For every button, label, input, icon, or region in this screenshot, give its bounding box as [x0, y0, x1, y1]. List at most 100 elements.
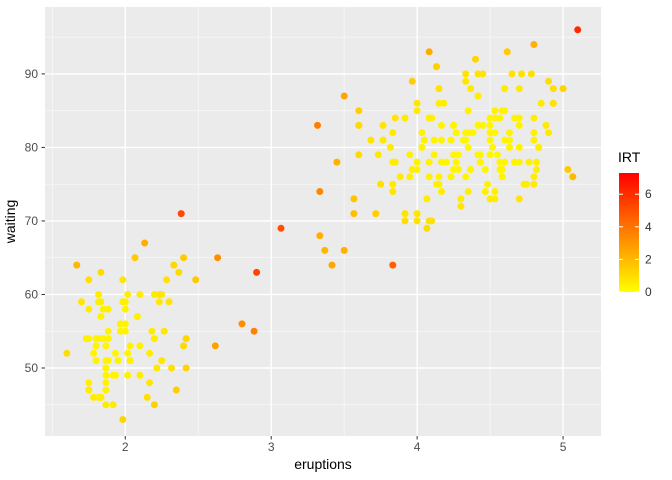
data-point	[430, 151, 438, 159]
data-point	[136, 371, 144, 379]
data-point	[527, 70, 535, 78]
data-point	[491, 129, 499, 137]
data-point	[503, 48, 511, 56]
data-point	[486, 114, 494, 122]
data-point	[133, 313, 141, 320]
data-point	[85, 335, 93, 343]
data-point	[506, 143, 513, 151]
data-point	[438, 158, 445, 166]
data-point	[428, 114, 436, 122]
data-point	[340, 92, 348, 100]
data-point	[104, 327, 112, 335]
data-point	[523, 180, 531, 188]
data-point	[462, 77, 470, 85]
data-point	[73, 261, 81, 269]
data-point	[253, 268, 261, 276]
data-point	[425, 158, 433, 166]
data-point	[119, 298, 127, 306]
data-point	[95, 291, 103, 298]
data-point	[418, 129, 426, 137]
y-tick-label: 60	[25, 287, 39, 301]
data-point	[530, 114, 538, 122]
data-point	[491, 195, 499, 203]
data-point	[355, 107, 363, 115]
data-point	[491, 114, 499, 122]
data-point	[501, 158, 509, 166]
data-point	[425, 48, 433, 56]
axis-ticks	[41, 73, 564, 440]
data-point	[498, 107, 506, 115]
data-point	[450, 151, 458, 159]
data-point	[386, 143, 394, 151]
data-point	[515, 158, 523, 166]
data-point	[545, 77, 552, 85]
data-point	[532, 158, 540, 166]
data-point	[119, 276, 127, 284]
data-point	[97, 268, 105, 276]
data-point	[506, 136, 513, 144]
data-point	[535, 143, 543, 151]
data-point	[172, 386, 180, 394]
data-point	[165, 298, 173, 306]
data-point	[85, 305, 93, 313]
data-point	[464, 107, 472, 115]
data-point	[423, 224, 431, 232]
data-point	[63, 349, 71, 357]
data-point	[408, 77, 416, 85]
data-point	[92, 335, 100, 343]
data-point	[340, 246, 348, 254]
data-point	[467, 166, 475, 173]
data-point	[435, 180, 443, 188]
data-point	[150, 401, 158, 409]
data-point	[182, 364, 190, 372]
data-point	[379, 121, 387, 129]
data-point	[389, 188, 397, 195]
data-point	[472, 55, 479, 63]
data-point	[545, 129, 552, 137]
y-tick-label: 80	[25, 140, 39, 154]
data-point	[146, 379, 154, 387]
data-point	[102, 379, 110, 387]
data-point	[116, 320, 124, 328]
data-point	[85, 276, 93, 284]
data-point	[496, 158, 504, 166]
data-point	[486, 136, 494, 144]
data-point	[423, 195, 431, 203]
data-point	[433, 63, 440, 71]
data-point	[530, 41, 538, 48]
data-point	[454, 166, 462, 173]
data-point	[435, 85, 443, 93]
data-point	[99, 305, 107, 313]
data-point	[158, 357, 166, 365]
data-point	[355, 151, 363, 159]
data-point	[515, 121, 523, 129]
data-point	[95, 393, 103, 401]
data-point	[474, 121, 482, 129]
data-point	[277, 224, 285, 232]
data-point	[515, 114, 523, 122]
data-point	[92, 342, 100, 350]
data-point	[85, 379, 93, 387]
data-point	[121, 305, 129, 313]
data-point	[143, 393, 151, 401]
data-point	[150, 335, 158, 343]
data-point	[413, 158, 421, 166]
data-point	[501, 85, 509, 93]
data-point	[158, 291, 166, 298]
legend-tick-label: 2	[645, 252, 652, 266]
data-point	[214, 254, 222, 262]
data-point	[530, 136, 538, 144]
data-point	[406, 173, 414, 181]
data-point	[401, 210, 409, 218]
data-point	[350, 210, 358, 218]
data-point	[413, 107, 421, 115]
x-tick-label: 2	[122, 440, 129, 454]
data-point	[413, 166, 421, 173]
data-point	[530, 129, 538, 137]
data-point	[126, 342, 134, 350]
data-point	[457, 195, 465, 203]
data-point	[116, 327, 124, 335]
data-point	[97, 313, 105, 320]
data-point	[95, 298, 103, 306]
